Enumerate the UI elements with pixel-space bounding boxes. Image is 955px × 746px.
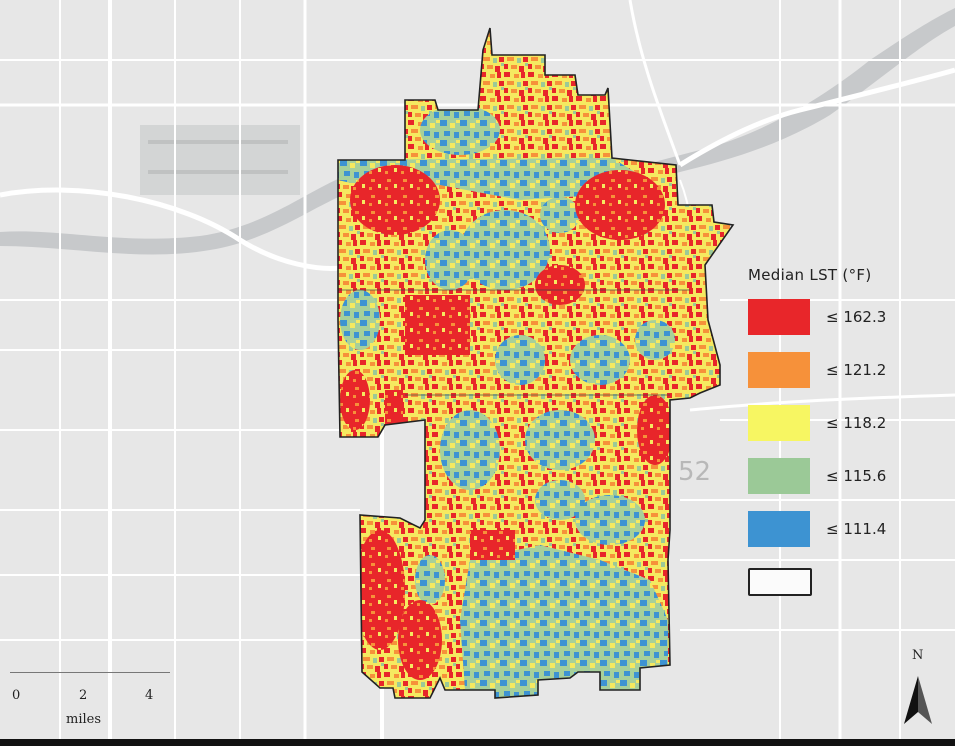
legend-item-1: ≤ 162.3 [748, 298, 898, 335]
legend-label-5: ≤ 111.4 [826, 519, 887, 538]
highway-label: 52 [678, 457, 711, 487]
scale-bar: 0 2 4 miles [10, 672, 170, 732]
legend-swatch-5 [748, 510, 810, 547]
legend-label-1: ≤ 162.3 [826, 307, 887, 326]
north-label: N [912, 648, 924, 663]
scale-tick-4: 4 [145, 688, 154, 703]
river [0, 8, 955, 255]
scale-tick-0: 0 [12, 688, 21, 703]
legend-item-2: ≤ 121.2 [748, 351, 898, 388]
scale-line [10, 672, 170, 673]
legend-title: Median LST (°F) [748, 266, 872, 284]
north-arrow: N [900, 648, 940, 728]
legend-item-5: ≤ 111.4 [748, 510, 898, 547]
north-arrow-icon [904, 676, 932, 724]
legend-swatch-1 [748, 298, 810, 335]
city-boundary [337, 27, 735, 699]
legend-label-3: ≤ 118.2 [826, 413, 887, 432]
legend-swatch-2 [748, 351, 810, 388]
legend-item-3: ≤ 118.2 [748, 404, 898, 441]
scale-units: miles [66, 712, 102, 727]
scale-tick-2: 2 [79, 688, 88, 703]
legend-label-2: ≤ 121.2 [826, 360, 887, 379]
legend-swatch-4 [748, 457, 810, 494]
legend-swatch-3 [748, 404, 810, 441]
legend-item-boundary [748, 563, 898, 600]
legend-swatch-boundary [748, 567, 812, 596]
legend: Median LST (°F) ≤ 162.3 ≤ 121.2 ≤ 118.2 … [748, 266, 898, 616]
legend-label-4: ≤ 115.6 [826, 466, 887, 485]
bottom-border [0, 739, 955, 746]
airport-area [140, 125, 300, 195]
legend-item-4: ≤ 115.6 [748, 457, 898, 494]
